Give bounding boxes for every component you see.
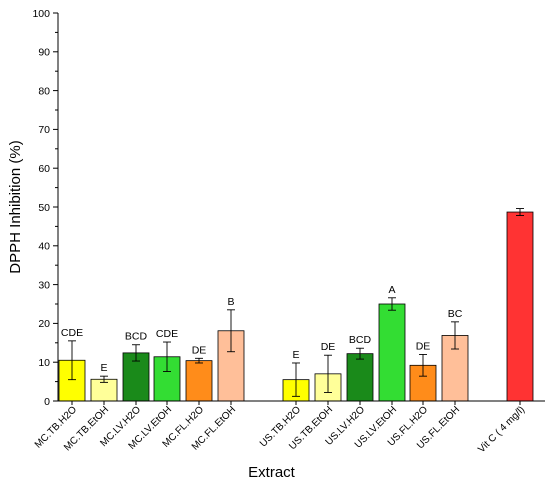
error-bar [292, 362, 300, 397]
significance-label: CDE [61, 327, 83, 339]
x-axis-title: Extract [248, 464, 296, 481]
significance-label: BC [448, 308, 463, 320]
error-bar [100, 375, 108, 383]
y-tick-label: 10 [38, 357, 50, 369]
bars-group: CDE E BCD CDE DE B E DE BCD A DE BC [58, 208, 534, 402]
y-tick-label: 40 [38, 241, 50, 253]
error-bar [195, 357, 203, 364]
significance-label: DE [416, 340, 431, 352]
error-bar [516, 208, 524, 216]
y-axis-title: DPPH Inhibition (%) [7, 140, 24, 273]
error-bar [324, 354, 332, 393]
bar [378, 303, 406, 402]
error-bar [419, 353, 427, 377]
error-bar [132, 344, 140, 362]
error-bar [227, 309, 235, 353]
significance-label: B [227, 296, 234, 308]
error-bar [388, 297, 396, 311]
y-tick-label: 60 [38, 163, 50, 175]
error-bar [356, 347, 364, 360]
error-bar [68, 340, 76, 381]
y-axis-ticks: 0 10 20 30 40 50 60 70 80 90 100 [32, 8, 58, 408]
significance-label: DE [321, 341, 336, 353]
error-bar [163, 341, 171, 372]
significance-label: E [292, 349, 299, 361]
significance-label: BCD [349, 334, 372, 346]
significance-label: CDE [156, 328, 178, 340]
y-tick-label: 80 [38, 85, 50, 97]
x-axis-tick-labels: MC.TB.H2OMC.TB.EtOHMC.LV.H2OMC.LV.EtOHMC… [33, 401, 527, 455]
y-tick-label: 90 [38, 47, 50, 59]
significance-label: DE [192, 344, 207, 356]
y-tick-label: 100 [32, 8, 50, 20]
y-tick-label: 20 [38, 318, 50, 330]
significance-label: E [100, 362, 107, 374]
bar [185, 360, 213, 402]
bar [506, 211, 534, 402]
significance-label: BCD [125, 331, 148, 343]
error-bar [451, 321, 459, 350]
y-tick-label: 70 [38, 124, 50, 136]
bar [346, 353, 374, 402]
y-tick-label: 30 [38, 279, 50, 291]
y-tick-label: 50 [38, 202, 50, 214]
x-tick-label: Vit C ( 4 mg/l) [476, 404, 527, 455]
significance-label: A [388, 284, 395, 296]
y-tick-label: 0 [44, 396, 50, 408]
